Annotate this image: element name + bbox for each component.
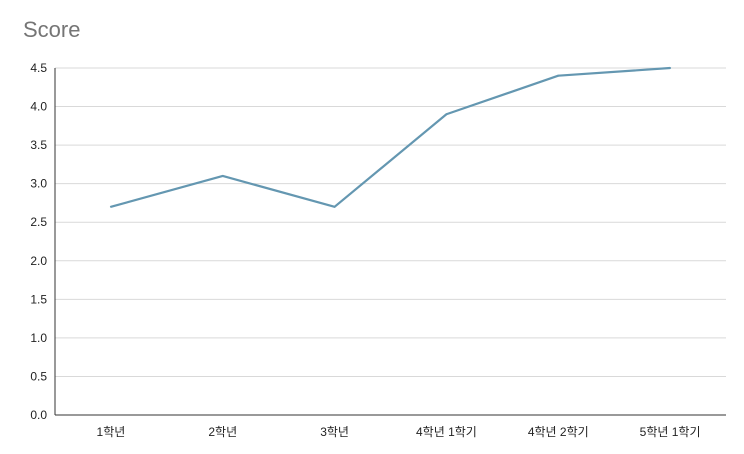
data-point bbox=[109, 205, 112, 208]
data-point bbox=[333, 205, 336, 208]
y-tick-label: 3.5 bbox=[30, 138, 47, 152]
y-tick-label: 2.5 bbox=[30, 215, 47, 229]
y-tick-label: 0.0 bbox=[30, 408, 47, 422]
x-axis-tick-labels: 1학년 2학년 3학년 4학년 1학기 4학년 2학기 5학년 1학기 bbox=[97, 425, 701, 439]
y-axis-tick-labels: 0.0 0.5 1.0 1.5 2.0 2.5 3.0 3.5 4.0 4.5 bbox=[30, 61, 47, 422]
x-tick-label: 5학년 1학기 bbox=[640, 425, 701, 439]
chart-title: Score bbox=[23, 17, 81, 42]
x-tick-label: 1학년 bbox=[97, 425, 126, 439]
y-tick-label: 3.0 bbox=[30, 177, 47, 191]
x-tick-label: 2학년 bbox=[208, 425, 237, 439]
data-point bbox=[669, 67, 672, 69]
y-tick-label: 4.5 bbox=[30, 61, 47, 75]
series-group bbox=[109, 66, 672, 208]
y-tick-label: 4.0 bbox=[30, 100, 47, 114]
data-point bbox=[557, 74, 560, 77]
data-point bbox=[221, 174, 224, 177]
y-tick-label: 0.5 bbox=[30, 369, 47, 383]
y-tick-label: 2.0 bbox=[30, 254, 47, 268]
data-point bbox=[445, 113, 448, 116]
gridlines bbox=[55, 67, 726, 377]
x-tick-label: 3학년 bbox=[320, 425, 349, 439]
x-tick-label: 4학년 1학기 bbox=[416, 425, 477, 439]
y-tick-label: 1.5 bbox=[30, 292, 47, 306]
y-tick-label: 1.0 bbox=[30, 331, 47, 345]
series-line bbox=[110, 66, 671, 208]
x-tick-label: 4학년 2학기 bbox=[528, 425, 589, 439]
